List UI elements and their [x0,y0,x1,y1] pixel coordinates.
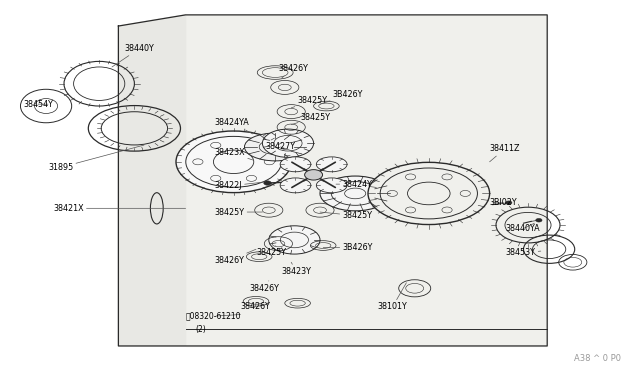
Text: 38440YA: 38440YA [506,223,540,233]
Text: 3B426Y: 3B426Y [320,90,363,104]
Circle shape [264,181,271,185]
Text: 38427Y: 38427Y [266,142,296,151]
Text: 38425Y: 38425Y [291,113,331,125]
Ellipse shape [368,162,490,225]
Text: 3B426Y: 3B426Y [323,243,372,252]
Text: 38425Y: 38425Y [320,211,372,220]
Text: 38424Y: 38424Y [336,180,372,189]
Text: 38421X: 38421X [53,204,186,213]
Ellipse shape [320,176,390,211]
Text: 38423Y: 38423Y [282,262,312,276]
Text: A38 ^ 0 P0: A38 ^ 0 P0 [574,354,621,363]
Polygon shape [186,15,547,346]
Text: 38454Y: 38454Y [23,100,53,109]
Ellipse shape [176,131,291,193]
Ellipse shape [244,133,306,161]
Ellipse shape [316,178,347,193]
Text: 38425Y: 38425Y [256,246,286,257]
Ellipse shape [316,157,347,172]
Text: 38424YA: 38424YA [214,118,253,134]
Text: 38426Y: 38426Y [240,302,270,311]
Text: 38411Z: 38411Z [490,144,520,162]
Text: 38426Y: 38426Y [278,64,308,78]
Text: 38453Y: 38453Y [506,248,541,257]
Text: 3BI02Y: 3BI02Y [490,198,517,207]
Polygon shape [118,15,186,346]
Text: 38422J: 38422J [214,182,262,190]
Text: 38426Y: 38426Y [214,249,256,265]
Ellipse shape [280,178,311,193]
Text: 倃08320-61210: 倃08320-61210 [186,312,241,321]
Circle shape [536,218,542,222]
Text: 31895: 31895 [48,145,144,172]
Ellipse shape [262,129,314,157]
Text: 38425Y: 38425Y [291,96,328,108]
Text: 38440Y: 38440Y [112,44,154,67]
Circle shape [506,201,512,205]
Text: 38423X: 38423X [214,148,253,160]
Text: 38101Y: 38101Y [378,283,407,311]
Text: 38425Y: 38425Y [214,208,262,217]
Text: (2): (2) [195,325,206,334]
Ellipse shape [269,226,320,254]
Circle shape [305,170,323,180]
Ellipse shape [280,157,311,172]
Text: 38426Y: 38426Y [250,281,280,293]
